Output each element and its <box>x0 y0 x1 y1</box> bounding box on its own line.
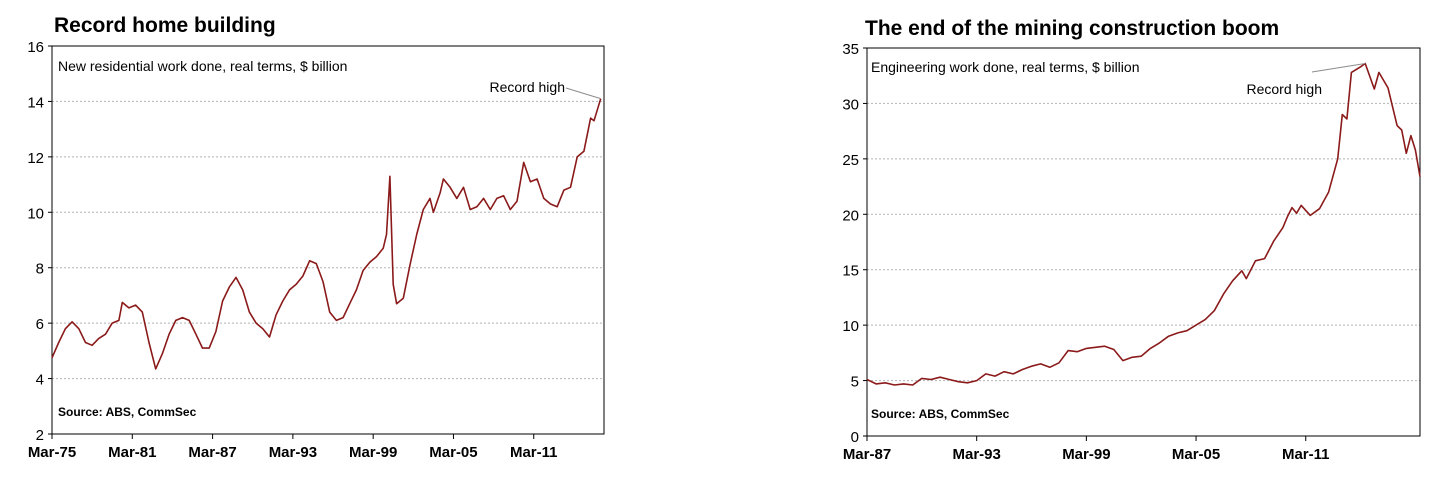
y-tick-label: 15 <box>842 263 859 280</box>
series-line <box>866 62 1421 386</box>
y-tick-label: 10 <box>27 205 44 222</box>
x-tick-label: Mar-99 <box>1062 446 1110 463</box>
y-tick-label: 2 <box>36 427 44 444</box>
x-tick-label: Mar-81 <box>108 444 156 461</box>
chart-title: The end of the mining construction boom <box>865 17 1280 40</box>
chart-title: Record home building <box>54 14 276 37</box>
chart-source: Source: ABS, CommSec <box>871 407 1010 421</box>
chart-panel-engineering: The end of the mining construction boom … <box>720 0 1440 480</box>
chart-engineering-work-done: 0 5 10 15 20 25 30 35 Mar-87 Mar-93 Mar-99 Mar-05 Ma… <box>842 41 1421 463</box>
x-tick-label: Mar-87 <box>188 444 236 461</box>
annotation-leader-line <box>565 87 601 100</box>
chart-residential-work-done: 2 4 6 8 10 12 14 16 Mar-75 Mar-81 Mar-87 Mar-93 Mar-… <box>27 39 605 461</box>
x-tick-label: Mar-99 <box>349 444 397 461</box>
annotation-leader-line <box>1311 63 1366 73</box>
annotation-record-high: Record high <box>490 79 566 95</box>
y-tick-label: 6 <box>36 316 44 333</box>
y-tick-label: 0 <box>851 429 859 446</box>
x-tick-label: Mar-05 <box>429 444 477 461</box>
x-tick-label: Mar-93 <box>953 446 1001 463</box>
y-tick-label: 8 <box>36 261 44 278</box>
y-tick-label: 12 <box>27 150 44 167</box>
x-tick-label: Mar-05 <box>1172 446 1220 463</box>
y-tick-label: 10 <box>842 318 859 335</box>
y-tick-label: 5 <box>851 374 859 391</box>
y-tick-label: 16 <box>27 39 44 56</box>
y-tick-label: 35 <box>842 41 859 58</box>
plot-frame <box>866 47 1421 437</box>
y-tick-label: 20 <box>842 207 859 224</box>
y-tick-label: 25 <box>842 152 859 169</box>
chart-panel-residential: Record home building 2 4 6 8 10 12 14 16 Mar-75 M… <box>27 14 605 461</box>
x-tick-label: Mar-11 <box>1282 446 1330 463</box>
chart-subtitle: Engineering work done, real terms, $ bil… <box>871 59 1139 75</box>
x-tick-label: Mar-87 <box>843 446 891 463</box>
series-line <box>51 98 602 370</box>
plot-frame <box>51 45 605 435</box>
y-tick-label: 4 <box>36 372 44 389</box>
x-tick-label: Mar-93 <box>269 444 317 461</box>
annotation-record-high: Record high <box>1247 81 1323 97</box>
y-tick-label: 14 <box>27 94 44 111</box>
x-tick-label: Mar-11 <box>510 444 558 461</box>
x-tick-label: Mar-75 <box>28 444 76 461</box>
chart-source: Source: ABS, CommSec <box>58 405 197 419</box>
chart-subtitle: New residential work done, real terms, $… <box>58 58 347 74</box>
y-tick-label: 30 <box>842 96 859 113</box>
